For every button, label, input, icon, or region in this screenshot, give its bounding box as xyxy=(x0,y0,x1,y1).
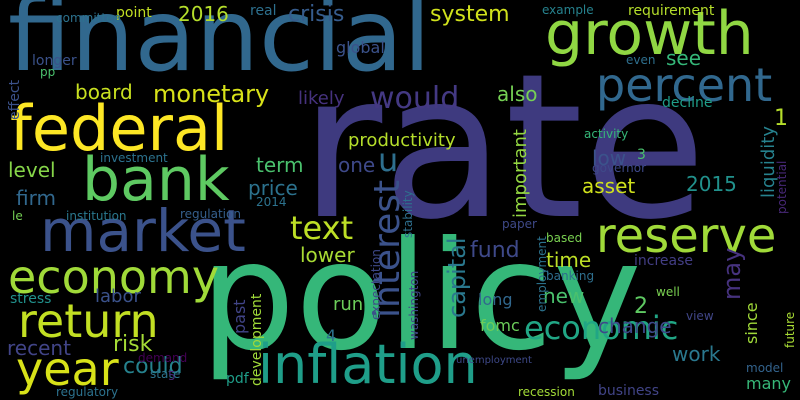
word-growth: growth xyxy=(545,0,754,69)
word-institution: institution xyxy=(66,209,127,223)
word-since: since xyxy=(742,302,761,344)
word-capital: capital xyxy=(443,237,471,318)
word-board: board xyxy=(75,80,133,104)
word-2014: 2014 xyxy=(256,195,287,209)
word-new: new xyxy=(543,284,585,308)
word-development: development xyxy=(249,293,265,386)
word-financial: financial xyxy=(8,0,431,94)
word-point: point xyxy=(116,5,152,21)
word-low: low xyxy=(592,146,627,170)
word-could: could xyxy=(123,354,183,379)
word-u: u xyxy=(378,141,399,179)
word-policy: policy xyxy=(200,210,642,384)
word-committee: committee xyxy=(56,11,121,25)
word-pdf: pdf xyxy=(226,371,249,387)
word-2015: 2015 xyxy=(686,172,737,196)
word-monetary: monetary xyxy=(153,80,270,108)
word-labor: labor xyxy=(95,286,141,307)
word-rate: rate xyxy=(300,31,707,264)
word-would: would xyxy=(370,81,460,116)
word-price: price xyxy=(248,176,298,200)
word-economic: economic xyxy=(524,309,679,347)
word-regulatory: regulatory xyxy=(56,385,119,399)
word-percent: percent xyxy=(596,58,773,112)
word-return: return xyxy=(18,294,159,348)
word-level: level xyxy=(8,158,56,182)
word-effect: effect xyxy=(7,79,23,120)
word-le: le xyxy=(12,209,23,223)
word-business: business xyxy=(598,383,660,399)
word-likely: likely xyxy=(298,88,345,109)
word-real: real xyxy=(250,3,277,19)
word-many: many xyxy=(746,374,791,393)
word-washington: washington xyxy=(407,270,421,340)
word-state: state xyxy=(150,367,181,381)
word-banking: banking xyxy=(546,269,595,283)
word-work: work xyxy=(672,342,721,366)
word-fomc: fomc xyxy=(480,316,520,335)
word-market: market xyxy=(40,197,246,265)
word-time: time xyxy=(546,248,592,272)
word-productivity: productivity xyxy=(348,130,456,151)
word-based: based xyxy=(546,231,583,245)
word-governor: governor xyxy=(592,161,647,175)
word-even: even xyxy=(626,53,656,67)
word-term: term xyxy=(256,153,304,177)
word-recession: recession xyxy=(518,385,575,399)
word-economy: economy xyxy=(8,250,220,304)
word-recent: recent xyxy=(7,336,71,360)
word-1: 1 xyxy=(774,106,788,131)
word-3: 3 xyxy=(637,147,646,163)
word-fund: fund xyxy=(470,238,520,263)
word-asset: asset xyxy=(582,174,636,198)
word-longer: longer xyxy=(32,53,77,69)
word-2: 2 xyxy=(634,294,648,319)
word-past: past xyxy=(230,299,249,334)
word-federal: federal xyxy=(10,92,229,165)
word-requirement: requirement xyxy=(628,3,715,19)
word-2016: 2016 xyxy=(178,2,229,26)
word-4: 4 xyxy=(326,326,337,345)
word-also: also xyxy=(497,82,538,106)
word-paper: paper xyxy=(502,217,537,231)
word-may: may xyxy=(718,247,746,300)
word-increase: increase xyxy=(634,253,694,269)
word-investment: investment xyxy=(100,151,168,165)
word-reserve: reserve xyxy=(596,208,777,264)
word-5: 5 xyxy=(168,369,176,383)
word-see: see xyxy=(666,46,702,70)
word-crisis: crisis xyxy=(288,2,345,27)
word-stress: stress xyxy=(10,291,52,307)
word-potential: potential xyxy=(775,160,789,214)
word-expectation: expectation xyxy=(369,249,383,320)
word-change: change xyxy=(598,314,672,338)
word-future: future xyxy=(783,311,797,348)
word-long: long xyxy=(478,290,513,309)
word-important: important xyxy=(510,129,531,218)
word-global: global xyxy=(336,38,385,57)
word-stability: stability xyxy=(401,190,415,238)
word-unemployment: unemployment xyxy=(456,355,532,366)
word-example: example xyxy=(542,3,594,17)
word-demand: demand xyxy=(138,351,188,365)
word-decline: decline xyxy=(662,95,713,111)
word-run: run xyxy=(333,294,364,315)
word-inflation: inflation xyxy=(258,333,478,396)
word-view: view xyxy=(686,309,714,323)
word-risk: risk xyxy=(113,332,153,357)
word-one: one xyxy=(338,153,376,177)
word-bank: bank xyxy=(82,145,230,215)
word-year: year xyxy=(16,342,119,396)
word-well: well xyxy=(656,285,680,299)
word-text: text xyxy=(290,209,354,247)
word-regulation: regulation xyxy=(180,207,241,221)
word-model: model xyxy=(746,361,784,375)
word-pp: pp xyxy=(40,65,56,79)
word-activity: activity xyxy=(584,127,629,141)
word-system: system xyxy=(430,2,510,27)
word-lower: lower xyxy=(300,243,355,267)
word-firm: firm xyxy=(16,186,56,210)
